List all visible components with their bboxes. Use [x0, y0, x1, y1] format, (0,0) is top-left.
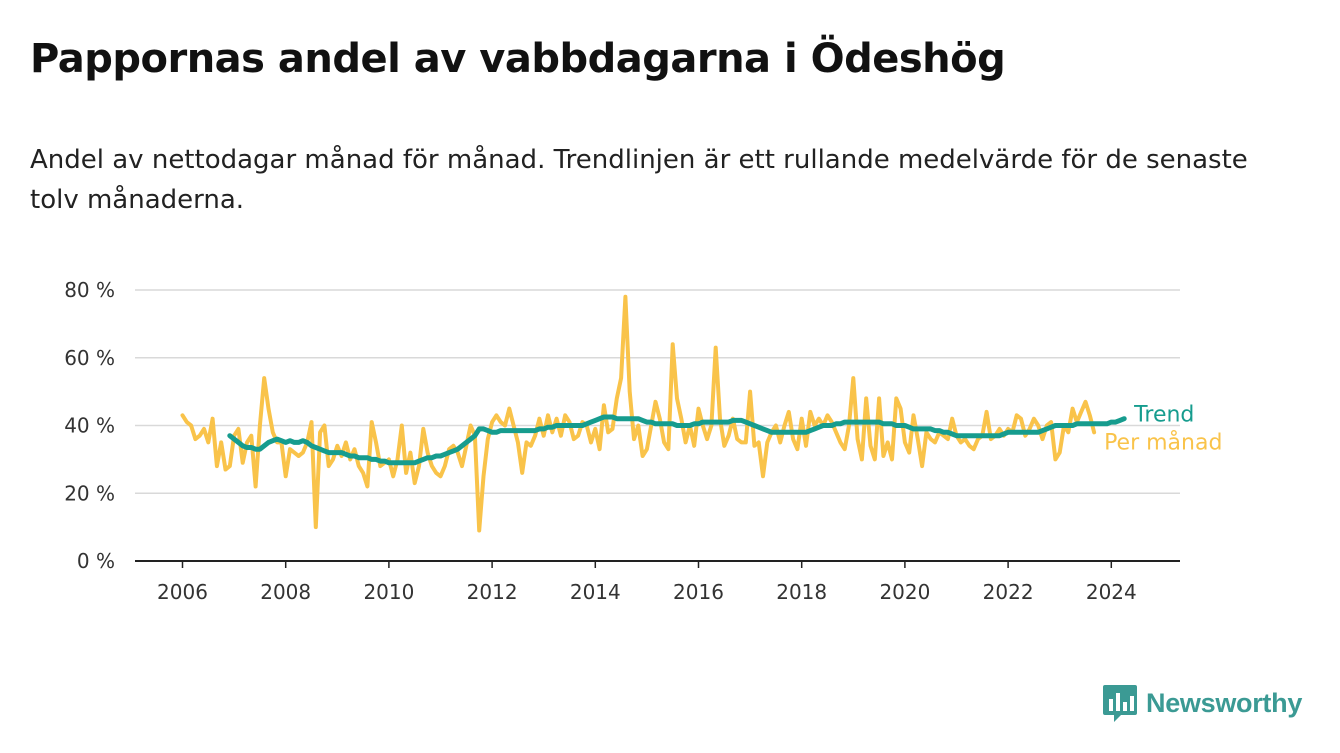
x-tick-label: 2020: [879, 580, 930, 604]
series-label: Per månad: [1104, 429, 1222, 455]
x-axis: 2006 2008 2010 2012 2014 2016 2018 2020 2022 2024: [157, 561, 1137, 604]
y-tick-label: 40 %: [64, 414, 115, 438]
y-tick-label: 60 %: [64, 346, 115, 370]
x-tick-label: 2024: [1086, 580, 1137, 604]
x-tick-label: 2022: [983, 580, 1034, 604]
newsworthy-icon: [1103, 685, 1137, 722]
series-line-per-manad: [180, 294, 1097, 533]
chart-subtitle: Andel av nettodagar månad för månad. Tre…: [30, 145, 1248, 215]
brand-name: Newsworthy: [1146, 687, 1303, 718]
x-tick-label: 2014: [570, 580, 621, 604]
series-line-trend: [227, 414, 1127, 466]
x-tick-label: 2006: [157, 580, 208, 604]
x-tick-label: 2018: [776, 580, 827, 604]
x-tick-label: 2012: [467, 580, 518, 604]
newsworthy-logo: Newsworthy: [1102, 683, 1302, 723]
x-tick-label: 2008: [260, 580, 311, 604]
y-tick-label: 80 %: [64, 278, 115, 302]
x-tick-label: 2016: [673, 580, 724, 604]
series-lines: [180, 294, 1127, 533]
y-axis: 0 % 20 % 40 % 60 % 80 %: [64, 278, 115, 573]
y-tick-label: 20 %: [64, 481, 115, 505]
chart-title: Pappornas andel av vabbdagarna i Ödeshög: [30, 36, 1006, 82]
x-tick-label: 2010: [363, 580, 414, 604]
series-label: Trend: [1133, 403, 1194, 428]
y-tick-label: 0 %: [77, 549, 115, 573]
